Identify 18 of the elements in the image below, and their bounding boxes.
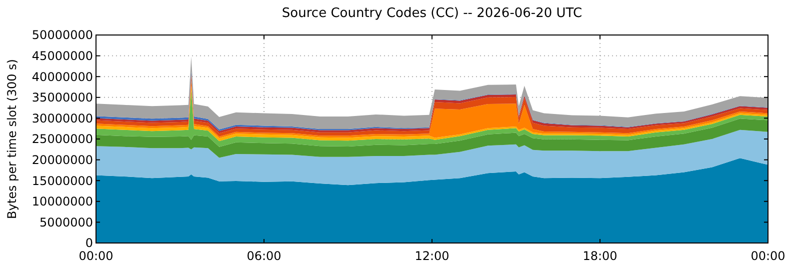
y-tick-label: 5000000 — [40, 215, 93, 230]
y-tick-label: 10000000 — [32, 194, 93, 209]
y-tick-label: 20000000 — [32, 153, 93, 167]
y-tick-label: 0 — [85, 236, 93, 250]
y-tick-label: 45000000 — [32, 49, 93, 63]
y-tick-label: 40000000 — [32, 70, 93, 84]
chart-title: Source Country Codes (CC) -- 2026-06-20 UTC — [282, 6, 582, 21]
y-tick-label: 35000000 — [32, 90, 93, 105]
y-tick-label: 50000000 — [32, 28, 93, 42]
x-tick-label: 12:00 — [414, 249, 450, 263]
x-tick-label: 00:00 — [78, 249, 114, 263]
y-tick-label: 25000000 — [32, 132, 93, 146]
y-axis-title: Bytes per time slot (300 s) — [5, 59, 19, 219]
x-tick-label: 00:00 — [750, 249, 786, 263]
x-tick-label: 18:00 — [582, 249, 618, 263]
x-tick-label: 06:00 — [246, 249, 282, 263]
y-tick-label: 15000000 — [32, 174, 93, 188]
y-tick-label: 30000000 — [32, 111, 93, 126]
